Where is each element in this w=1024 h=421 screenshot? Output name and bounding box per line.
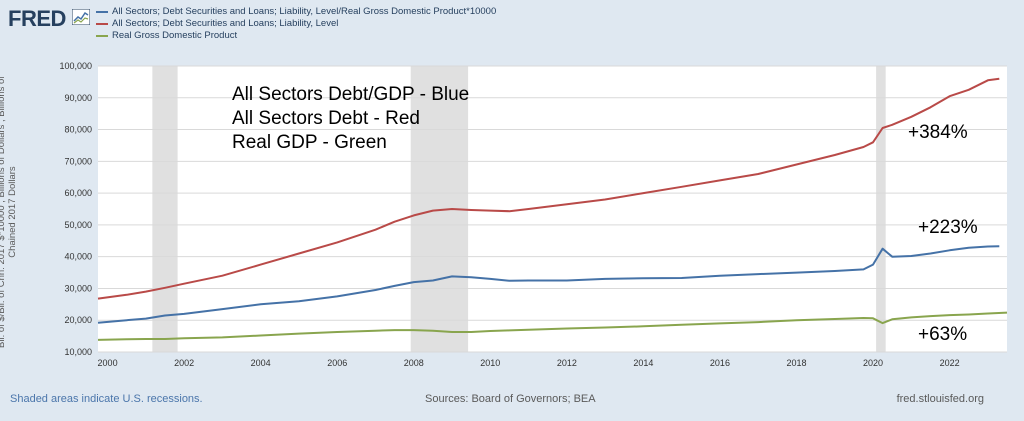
annotation-green-pct: +63%: [918, 324, 967, 345]
y-tick-labels: 10,000 20,000 30,000 40,000 50,000 60,000 70,0…: [59, 61, 92, 357]
y-tick-label-8: 90,000: [64, 93, 92, 103]
grid-group: [98, 65, 1007, 353]
x-tick-label-2: 2004: [251, 358, 271, 368]
legend-item-blue: All Sectors; Debt Securities and Loans; …: [96, 6, 496, 18]
legend-swatch-blue: [96, 11, 108, 13]
y-tick-label-7: 80,000: [64, 125, 92, 135]
legend-item-red: All Sectors; Debt Securities and Loans; …: [96, 18, 496, 30]
x-tick-label-6: 2012: [557, 358, 577, 368]
x-tick-label-1: 2002: [174, 358, 194, 368]
recession-band-2: [876, 66, 886, 352]
y-tick-label-9: 100,000: [59, 61, 92, 71]
legend-label-blue: All Sectors; Debt Securities and Loans; …: [112, 6, 497, 17]
annotation-blue-pct: +223%: [918, 217, 978, 238]
y-tick-label-6: 70,000: [64, 156, 92, 166]
recession-shading-group: [152, 66, 886, 352]
series-line-real-gdp: [97, 311, 1008, 341]
legend: All Sectors; Debt Securities and Loans; …: [96, 6, 496, 42]
legend-swatch-red: [96, 23, 108, 25]
recession-note: Shaded areas indicate U.S. recessions.: [10, 393, 203, 405]
annotation-red-pct: +384%: [908, 122, 968, 143]
series-group: [97, 77, 1008, 341]
legend-label-green: Real Gross Domestic Product: [112, 30, 238, 41]
y-tick-label-0: 10,000: [64, 347, 92, 357]
annotation-red-legend: All Sectors Debt - Red: [232, 108, 420, 129]
y-tick-label-2: 30,000: [64, 283, 92, 293]
fred-logo: FRED: [8, 6, 66, 31]
legend-label-red: All Sectors; Debt Securities and Loans; …: [112, 18, 339, 29]
x-tick-label-8: 2016: [710, 358, 730, 368]
y-tick-label-1: 20,000: [64, 315, 92, 325]
annotation-green-legend: Real GDP - Green: [232, 132, 387, 153]
series-line-debt-gdp: [97, 245, 1000, 324]
x-tick-label-7: 2014: [633, 358, 653, 368]
y-tick-label-3: 40,000: [64, 252, 92, 262]
y-tick-label-4: 50,000: [64, 220, 92, 230]
y-tick-label-5: 60,000: [64, 188, 92, 198]
x-tick-label-10: 2020: [863, 358, 883, 368]
site-link[interactable]: fred.stlouisfed.org: [896, 393, 984, 405]
x-tick-labels: 2000 2002 2004 2006 2008 2010 2012 2014 2016 2018…: [98, 358, 960, 368]
x-tick-label-9: 2018: [786, 358, 806, 368]
x-tick-label-5: 2010: [480, 358, 500, 368]
x-tick-label-11: 2022: [940, 358, 960, 368]
x-tick-label-0: 2000: [98, 358, 118, 368]
x-tick-label-3: 2006: [327, 358, 347, 368]
annotation-blue-legend: All Sectors Debt/GDP - Blue: [232, 84, 469, 105]
annotation-group: All Sectors Debt/GDP - Blue All Sectors …: [232, 84, 978, 345]
legend-item-green: Real Gross Domestic Product: [96, 30, 496, 42]
series-line-debt: [97, 77, 1000, 300]
plot-area: [98, 66, 1007, 352]
fred-chart-icon: [72, 9, 90, 25]
x-tick-label-4: 2008: [404, 358, 424, 368]
recession-band-0: [152, 66, 178, 352]
legend-swatch-green: [96, 35, 108, 37]
sources-note: Sources: Board of Governors; BEA: [425, 393, 596, 405]
plot-background: [98, 66, 1007, 352]
